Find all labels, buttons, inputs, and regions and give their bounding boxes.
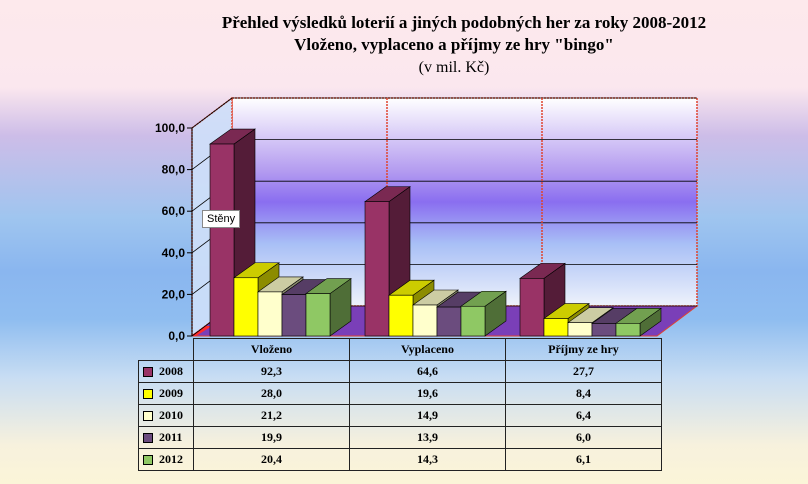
legend-swatch xyxy=(143,367,153,378)
legend-swatch xyxy=(143,455,153,466)
legend-label: 2010 xyxy=(159,408,183,422)
data-label: 28,0 xyxy=(193,382,350,405)
y-tick-label: 40,0 xyxy=(162,246,186,260)
bar xyxy=(305,293,331,337)
table-header-row: Vloženo Vyplaceno Příjmy ze hry xyxy=(138,338,662,361)
data-label: 20,4 xyxy=(193,448,350,471)
data-label: 6,1 xyxy=(505,448,662,471)
data-label: 19,6 xyxy=(349,382,506,405)
table-row: 2008 92,3 64,6 27,7 xyxy=(138,360,662,383)
bar xyxy=(364,201,390,337)
data-label: 21,2 xyxy=(193,404,350,427)
bar xyxy=(543,318,569,337)
bar xyxy=(615,323,641,337)
y-tick-label: 100,0 xyxy=(155,121,185,135)
bar xyxy=(460,305,486,337)
chart-unit: (v mil. Kč) xyxy=(418,59,490,76)
data-label: 19,9 xyxy=(193,426,350,449)
legend-swatch xyxy=(143,433,153,444)
bar xyxy=(591,323,617,337)
data-table: Vloženo Vyplaceno Příjmy ze hry 2008 92,3 64,… xyxy=(138,338,662,471)
table-row: 2012 20,4 14,3 6,1 xyxy=(138,448,662,471)
legend-entry: 2011 xyxy=(138,426,194,449)
bar xyxy=(233,277,259,337)
bar xyxy=(257,291,283,337)
y-tick-label: 80,0 xyxy=(162,163,186,177)
table-row: 2011 19,9 13,9 6,0 xyxy=(138,426,662,449)
legend-swatch xyxy=(143,411,153,422)
bar xyxy=(412,304,438,337)
y-tick-label: 20,0 xyxy=(162,287,186,301)
table-row: 2009 28,0 19,6 8,4 xyxy=(138,382,662,405)
legend-entry: 2008 xyxy=(138,360,194,383)
data-label: 6,4 xyxy=(505,404,662,427)
legend-label: 2009 xyxy=(159,386,183,400)
table-row: 2010 21,2 14,9 6,4 xyxy=(138,404,662,427)
legend-entry: 2012 xyxy=(138,448,194,471)
gridline xyxy=(191,97,233,129)
bar xyxy=(567,322,593,337)
bar xyxy=(519,278,545,337)
data-label: 27,7 xyxy=(505,360,662,383)
legend-swatch xyxy=(143,389,153,400)
bar xyxy=(281,294,307,337)
y-tick-label: 60,0 xyxy=(162,204,186,218)
x-tick-label: Příjmy ze hry xyxy=(505,338,662,361)
data-label: 14,9 xyxy=(349,404,506,427)
legend-entry: 2009 xyxy=(138,382,194,405)
legend-label: 2008 xyxy=(159,364,183,378)
table-corner xyxy=(138,338,194,361)
data-label: 13,9 xyxy=(349,426,506,449)
bar xyxy=(436,306,462,337)
bar xyxy=(388,294,414,337)
bar xyxy=(209,143,235,337)
chart-subtitle: Vloženo, vyplaceno a příjmy ze hry "bing… xyxy=(294,35,614,54)
data-label: 64,6 xyxy=(349,360,506,383)
tooltip: Stěny xyxy=(202,210,241,228)
x-tick-label: Vloženo xyxy=(193,338,350,361)
data-label: 14,3 xyxy=(349,448,506,471)
data-label: 6,0 xyxy=(505,426,662,449)
x-tick-label: Vyplaceno xyxy=(349,338,506,361)
legend-label: 2011 xyxy=(159,430,183,444)
legend-entry: 2010 xyxy=(138,404,194,427)
data-label: 8,4 xyxy=(505,382,662,405)
chart-title-block: Přehled výsledků loterií a jiných podobn… xyxy=(0,12,808,80)
back-wall xyxy=(231,97,698,307)
data-label: 92,3 xyxy=(193,360,350,383)
chart-title: Přehled výsledků loterií a jiných podobn… xyxy=(221,13,707,32)
legend-label: 2012 xyxy=(159,452,183,466)
